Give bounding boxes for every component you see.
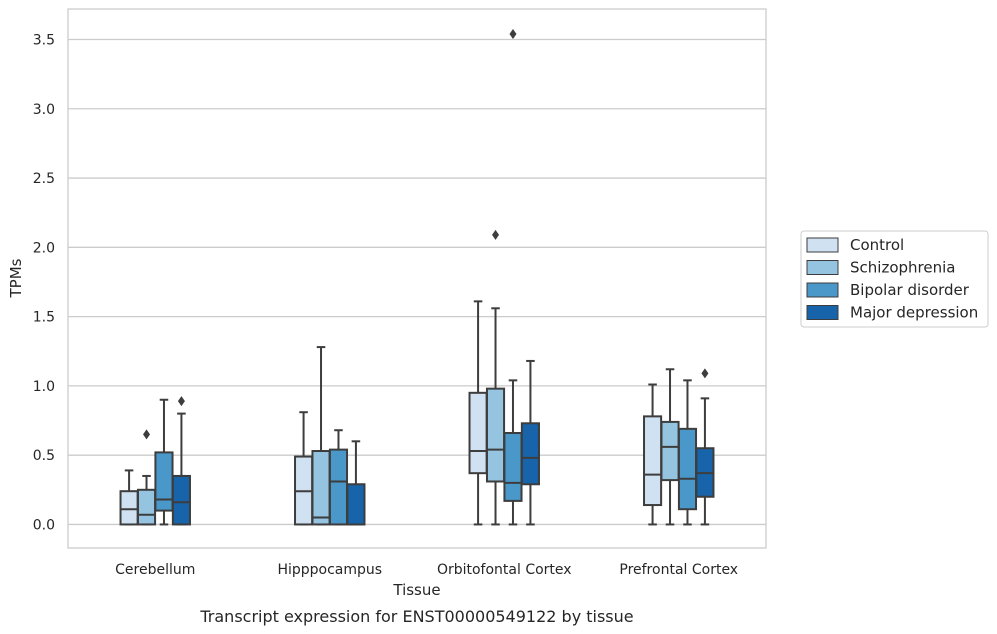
- outlier-point: [143, 429, 151, 440]
- y-tick-label: 3.5: [33, 32, 55, 48]
- box-bipolar-disorder: [154, 398, 174, 526]
- box-body: [119, 490, 139, 526]
- box-body: [311, 450, 331, 526]
- legend: Control Schizophrenia Bipolar disorder Majo…: [800, 230, 989, 328]
- x-tick-label: Orbitofontal Cortex: [437, 562, 572, 578]
- y-tick-label: 3.0: [33, 102, 55, 118]
- y-tick-label: 2.5: [33, 171, 55, 187]
- x-axis-label: Tissue: [392, 581, 440, 599]
- outlier-point: [492, 229, 500, 240]
- y-tick-label: 0.5: [33, 448, 55, 464]
- box-schizophrenia: [136, 429, 157, 526]
- box-control: [119, 469, 139, 526]
- legend-label: Schizophrenia: [850, 259, 955, 277]
- y-tick-labels: 0.0 0.5 1.0 1.5 2.0 2.5 3.0 3.5: [33, 32, 55, 533]
- box-body: [154, 451, 174, 512]
- box-body: [520, 422, 540, 486]
- box-major-depression: [171, 396, 191, 526]
- box-schizophrenia: [311, 346, 331, 526]
- box-major-depression: [346, 440, 366, 526]
- box-body: [328, 448, 349, 526]
- legend-label: Bipolar disorder: [850, 281, 970, 299]
- legend-swatch: [806, 260, 839, 275]
- legend-label: Control: [850, 236, 904, 254]
- box-body: [643, 415, 663, 507]
- box-major-depression: [695, 368, 715, 526]
- box-major-depression: [520, 359, 540, 526]
- box-body: [485, 387, 506, 483]
- legend-label: Major depression: [850, 304, 978, 322]
- box-groups: [119, 28, 715, 526]
- outlier-point: [177, 396, 185, 407]
- outlier-point: [701, 368, 709, 379]
- legend-frame: [800, 230, 989, 328]
- box-body: [171, 474, 191, 526]
- box-body: [677, 427, 698, 511]
- box-body: [503, 431, 523, 502]
- x-tick-label: Hipppocampus: [277, 562, 382, 578]
- x-tick-label: Cerebellum: [115, 562, 195, 578]
- box-body: [468, 391, 488, 475]
- box-schizophrenia: [485, 229, 506, 526]
- box-body: [346, 483, 366, 526]
- plot-frame: [67, 8, 767, 549]
- y-axis-label: TPMs: [7, 258, 25, 298]
- legend-swatch: [806, 237, 839, 253]
- chart-caption: Transcript expression for ENST0000054912…: [199, 607, 633, 626]
- box-bipolar-disorder: [677, 379, 698, 526]
- y-tick-label: 1.5: [33, 310, 55, 326]
- box-control: [468, 300, 488, 526]
- box-body: [136, 488, 157, 526]
- x-tick-label: Prefrontal Cortex: [619, 562, 738, 578]
- legend-swatch: [806, 282, 839, 298]
- x-tick-labels: Cerebellum Hipppocampus Orbitofontal Corte…: [115, 562, 738, 578]
- y-tick-label: 1.0: [33, 379, 55, 395]
- y-tick-label: 2.0: [33, 240, 55, 256]
- legend-swatch: [806, 305, 839, 320]
- outlier-point: [509, 28, 517, 39]
- y-tick-label: 0.0: [33, 517, 55, 533]
- box-body: [660, 420, 680, 482]
